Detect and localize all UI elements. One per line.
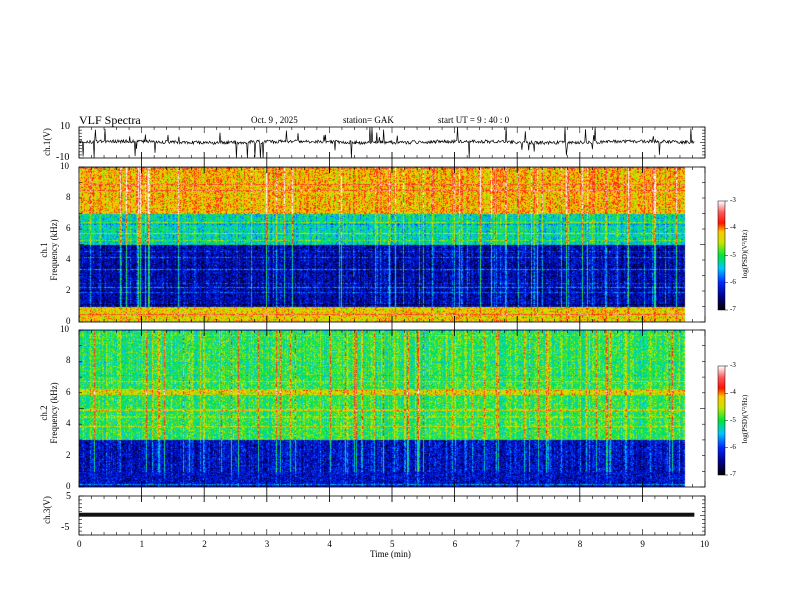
x-tick-label: 8 <box>577 539 583 549</box>
ch2-spec-ylabel-line1: ch.2 <box>39 405 49 421</box>
ch1-ytick-label: -10 <box>56 152 70 163</box>
x-tick-label: 5 <box>390 539 395 549</box>
ch1-spec-ytick-label: 2 <box>66 285 71 295</box>
ch3-trace <box>79 512 695 517</box>
ch1-spec-ylabel: ch.1 Frequency (kHz) <box>39 205 59 295</box>
ch3-ytick-label: -5 <box>61 522 70 533</box>
ch1-ylabel: ch.1(V) <box>42 128 52 156</box>
colorbar-tick-label: -5 <box>730 415 736 424</box>
ch2-spec-ylabel-line2: Frequency (kHz) <box>49 382 59 444</box>
ch2-spec-ytick-label: 8 <box>66 355 71 366</box>
panel-frame <box>78 166 706 323</box>
ch1-spec-ytick-label: 6 <box>66 223 71 233</box>
colorbar-tick-label: -3 <box>730 361 736 369</box>
ch2-spec-ylabel: ch.2 Frequency (kHz) <box>39 368 59 458</box>
ch1-spectrogram <box>79 167 693 322</box>
colorbar-tick-label: -3 <box>730 196 736 204</box>
ch1-spec-ylabel-line2: Frequency (kHz) <box>49 219 59 281</box>
ch2-colorbar-label: log(PSD)(V²/Hz) <box>741 394 749 444</box>
ch1-spec-ytick-label: 0 <box>66 316 71 326</box>
ch1-spec-ytick-label: 8 <box>66 192 71 202</box>
x-tick-label: 9 <box>640 539 645 549</box>
colorbar-tick-label: -5 <box>730 250 736 259</box>
colorbar-frame <box>717 365 726 476</box>
ch2-spec-ytick-label: 10 <box>60 324 69 334</box>
panel-frame <box>78 329 706 488</box>
ch1-spec-ylabel-line1: ch.1 <box>39 242 49 258</box>
colorbar-tick-label: -6 <box>730 442 736 451</box>
ch2-colorbar <box>718 366 725 475</box>
x-tick-label: 1 <box>139 539 145 549</box>
ch2-spec-ytick-label: 6 <box>66 386 71 397</box>
x-tick-label: 7 <box>515 539 520 549</box>
ch2-spec-ytick-label: 2 <box>66 449 71 460</box>
colorbar-tick-label: -7 <box>730 470 736 478</box>
x-axis-label: Time (min) <box>370 549 411 559</box>
ch3-ytick-label: 5 <box>66 491 71 502</box>
date-label: Oct. 9 , 2025 <box>251 115 298 125</box>
station-label: station= GAK <box>343 115 394 125</box>
ch1-ytick-label: 10 <box>60 121 70 132</box>
ch2-spec-ytick-label: 0 <box>66 481 71 491</box>
x-tick-label: 6 <box>452 539 458 549</box>
ch2-spectrogram <box>79 330 693 487</box>
ch2-spec-ytick-label: 4 <box>66 418 71 429</box>
colorbar-tick-label: -6 <box>730 277 736 286</box>
x-tick-label: 4 <box>327 539 332 549</box>
x-tick-label: 2 <box>202 539 207 549</box>
ch1-spec-ytick-label: 4 <box>66 254 71 264</box>
colorbar-tick-label: -7 <box>730 305 736 313</box>
colorbar-frame <box>717 200 726 311</box>
ch1-colorbar-label: log(PSD)(V²/Hz) <box>741 229 749 279</box>
ch3-ylabel: ch.3(V) <box>42 496 52 524</box>
x-tick-label: 10 <box>700 539 709 549</box>
colorbar-tick-label: -4 <box>730 223 736 232</box>
x-tick-label: 3 <box>264 539 270 549</box>
ch1-trace <box>78 126 695 159</box>
colorbar-tick-label: -4 <box>730 388 736 397</box>
ch1-spec-ytick-label: 10 <box>60 161 69 171</box>
figure-title: VLF Spectra <box>79 113 141 127</box>
x-tick-label: 0 <box>77 539 82 549</box>
start-time-label: start UT = 9 : 40 : 0 <box>438 115 510 125</box>
ch1-colorbar <box>718 201 725 310</box>
